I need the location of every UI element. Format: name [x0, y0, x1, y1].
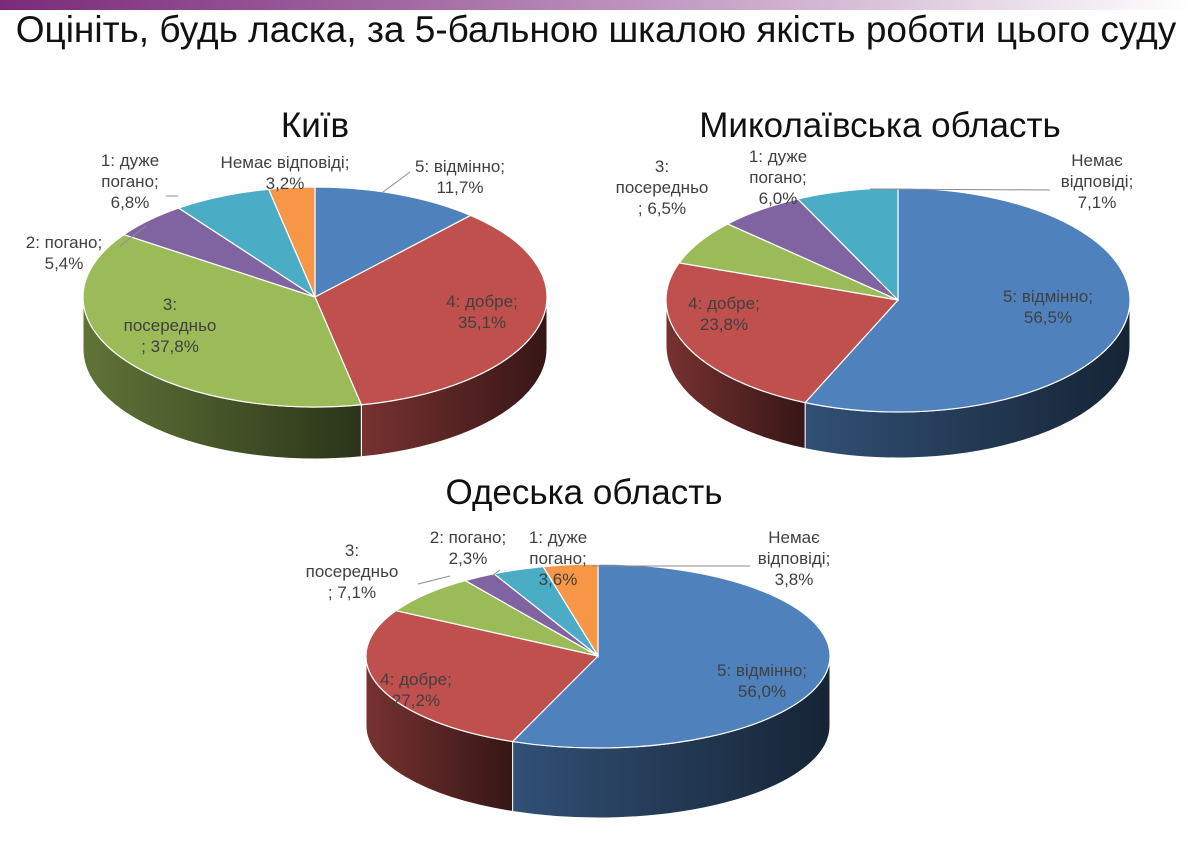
data-label-line: погано; — [749, 168, 807, 187]
pie-slice-1 — [511, 563, 831, 749]
data-label-line: 5,4% — [45, 254, 84, 273]
data-label-line: 56,5% — [1024, 308, 1072, 327]
data-label-line: 2,3% — [449, 549, 488, 568]
data-label-line: 56,0% — [738, 682, 786, 701]
pie-slice-1 — [803, 187, 1131, 413]
data-label-line: 23,8% — [700, 315, 748, 334]
data-label: Немає відповіді; 7,1% — [1061, 151, 1134, 212]
data-label: 5: відмінно; 11,7% — [415, 157, 505, 197]
data-label-line: 3,8% — [775, 570, 814, 589]
pie-slice-6 — [267, 186, 316, 298]
pie-slice-5 — [796, 187, 899, 302]
pie-slice-1 — [314, 186, 472, 298]
data-label-line: Немає — [1071, 151, 1123, 170]
chart-title: Київ — [281, 106, 349, 145]
leader-line — [119, 225, 147, 247]
data-label: 2: погано; 2,3% — [430, 528, 506, 568]
data-label-line: 2: погано; — [430, 528, 506, 547]
data-label-line: посередньо — [616, 178, 709, 197]
data-label-line: 5: відмінно; — [1003, 287, 1093, 306]
data-label: 3: посередньо ; 7,1% — [306, 541, 399, 602]
data-label-line: 11,7% — [437, 178, 484, 197]
pie-chart-3: Одеська область 5: відмінно; 56,0% 4: добре… — [306, 473, 831, 819]
pie-slice-6 — [542, 563, 599, 659]
pie-slice-2 — [314, 214, 548, 406]
data-label: 1: дуже погано; 3,6% — [529, 528, 587, 589]
pie-slice-3 — [394, 579, 599, 657]
decorative-gradient-strip — [0, 0, 1192, 10]
leader-line — [869, 188, 1051, 191]
data-label-line: 3: — [163, 295, 177, 314]
pie-slice-2 — [665, 262, 900, 404]
data-label-line: Немає — [768, 528, 820, 547]
data-label-line: 35,1% — [458, 313, 506, 332]
data-label-line: 2: погано; — [26, 233, 102, 252]
data-label: 3: посередньо ; 37,8% — [124, 295, 217, 356]
data-label-line: посередньо — [124, 316, 217, 335]
data-label-line: відповіді; — [1061, 172, 1134, 191]
data-label-line: погано; — [529, 549, 587, 568]
data-label: 4: добре; 27,2% — [380, 670, 452, 710]
leader-line — [382, 171, 411, 193]
data-label-line: 4: добре; — [380, 670, 452, 689]
data-label: Немає відповіді; 3,2% — [221, 153, 350, 193]
data-label: 3: посередньо ; 6,5% — [616, 157, 709, 218]
data-label-line: 5: відмінно; — [415, 157, 505, 176]
data-label-line: відповіді; — [758, 549, 831, 568]
data-label-line: 1: дуже — [529, 528, 587, 547]
data-label-line: ; 7,1% — [328, 583, 376, 602]
data-label-line: 4: добре; — [446, 292, 518, 311]
data-label-line: 3,6% — [539, 570, 578, 589]
pie-slice-3 — [82, 233, 363, 408]
chart-title: Миколаївська область — [699, 106, 1061, 145]
data-label-line: 6,0% — [759, 189, 798, 208]
data-label-line: 3,2% — [266, 174, 305, 193]
data-label-line: погано; — [101, 172, 159, 191]
data-label-line: 6,8% — [111, 193, 150, 212]
leader-line — [491, 569, 501, 577]
data-label-line: Немає відповіді; — [221, 153, 350, 172]
data-label-line: 1: дуже — [749, 147, 807, 166]
data-label: 2: погано; 5,4% — [26, 233, 102, 273]
chart-title: Одеська область — [446, 473, 723, 512]
data-label: 4: добре; 35,1% — [446, 292, 518, 332]
data-label-line: посередньо — [306, 562, 399, 581]
data-label: 1: дуже погано; 6,8% — [101, 151, 159, 212]
data-label-line: 1: дуже — [101, 151, 159, 170]
data-label-line: 7,1% — [1078, 193, 1117, 212]
data-label: 5: відмінно; 56,0% — [717, 661, 807, 701]
data-label-line: ; 6,5% — [638, 199, 686, 218]
data-label: 1: дуже погано; 6,0% — [749, 147, 807, 208]
data-label-line: 4: добре; — [688, 294, 760, 313]
pie-chart-2: Миколаївська область 5: відмінно; 56,5% 4: … — [616, 106, 1134, 459]
data-label: 5: відмінно; 56,5% — [1003, 287, 1093, 327]
page-title: Оцініть, будь ласка, за 5-бальною шкалою… — [15, 9, 1177, 50]
data-label-line: 5: відмінно; — [717, 661, 807, 680]
data-label-line: 3: — [345, 541, 359, 560]
data-label-line: ; 37,8% — [141, 337, 199, 356]
pie-chart-1: Київ 5: відмінно; 11,7% 4: добре; 35,1% 3: пос… — [26, 106, 548, 460]
leader-line — [417, 575, 451, 585]
data-label-line: 3: — [655, 157, 669, 176]
data-label: 4: добре; 23,8% — [688, 294, 760, 334]
data-label: Немає відповіді; 3,8% — [758, 528, 831, 589]
data-label-line: 27,2% — [392, 691, 440, 710]
